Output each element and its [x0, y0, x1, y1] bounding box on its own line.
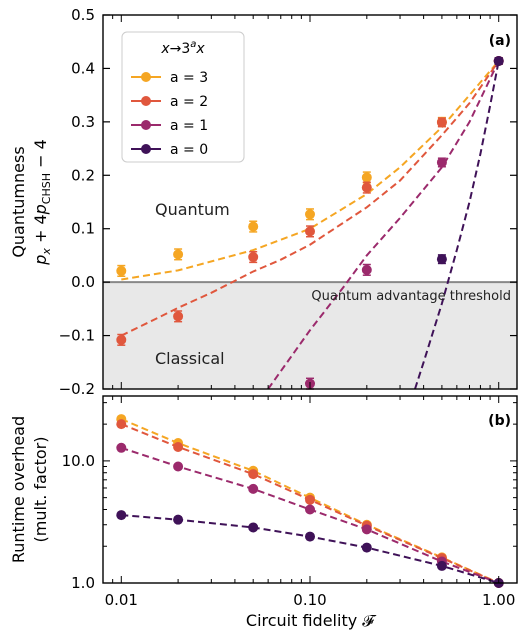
- legend-label-a3: a = 3: [170, 70, 208, 86]
- data-point-b-a1: [248, 483, 259, 494]
- x-tick-label: 0.10: [293, 591, 326, 609]
- legend-box: [121, 31, 245, 163]
- panel-a-frame: [102, 14, 518, 390]
- panel-b-frame: [102, 395, 518, 584]
- data-point-b-a1: [361, 524, 372, 535]
- data-point-a1: [361, 264, 372, 275]
- data-point-b-a1: [305, 504, 315, 515]
- data-point-b-a0: [361, 542, 372, 553]
- x-tick-label: 1.00: [482, 591, 515, 609]
- data-point-a3: [173, 249, 184, 260]
- data-point-a0: [493, 55, 504, 66]
- y-tick-label-a: 0.2: [71, 166, 95, 184]
- panel-a-ylabel-line1: Quantumness: [9, 146, 28, 257]
- x-axis-label: Circuit fidelity 𝓕: [246, 611, 377, 630]
- data-point-a1: [436, 157, 447, 168]
- panel-a-ylabel: Quantumness px + 4pCHSH − 4: [9, 139, 53, 266]
- y-tick-label-b: 10.0: [62, 452, 95, 470]
- panel-a-ylabel-line2: px + 4pCHSH − 4: [31, 139, 53, 266]
- data-point-a3: [116, 265, 127, 276]
- data-point-a2: [173, 311, 184, 322]
- y-tick-label-a: −0.1: [59, 327, 95, 345]
- panel-b: 10.0 1.0 0.01 0.10 1.00 (b) Runtime overhead…: [9, 395, 518, 630]
- legend-entries: a = 3 a = 2 a = 1 a = 0: [131, 70, 208, 158]
- legend-marker-a1: [141, 120, 151, 130]
- y-tick-label-b: 1.0: [71, 574, 95, 592]
- data-point-a3: [361, 172, 372, 183]
- fit-line-a0: [414, 60, 500, 390]
- y-tick-label-a: 0.5: [71, 6, 95, 24]
- legend: x→3ax a = 3 a = 2 a = 1 a = 0: [121, 31, 245, 163]
- data-point-b-a2: [116, 419, 127, 430]
- data-point-a2: [305, 226, 315, 237]
- legend-label-a0: a = 0: [170, 142, 208, 158]
- data-point-b-a2: [248, 469, 259, 480]
- fit-line-a2: [120, 60, 500, 337]
- y-tick-label-a: 0.1: [71, 220, 95, 238]
- panel-b-marks: [116, 414, 504, 588]
- data-point-b-a0: [248, 522, 259, 533]
- data-point-a0: [436, 254, 447, 265]
- data-point-a3: [248, 221, 259, 232]
- data-point-b-a0: [173, 514, 184, 525]
- y-tick-label-a: 0.4: [71, 59, 95, 77]
- panel-b-ylabel-line2: (mult. factor): [31, 437, 50, 543]
- quantum-region-label: Quantum: [155, 200, 230, 219]
- legend-marker-a3: [141, 72, 151, 82]
- data-point-a2: [361, 182, 372, 193]
- data-point-b-a0: [436, 560, 447, 571]
- fit-line-a3: [121, 60, 500, 281]
- panel-b-ticks: 10.0 1.0 0.01 0.10 1.00: [62, 396, 517, 609]
- classical-region: [103, 282, 517, 389]
- panel-b-ylabel-line1: Runtime overhead: [9, 416, 28, 563]
- data-point-a3: [305, 209, 315, 220]
- legend-label-a1: a = 1: [170, 118, 208, 134]
- legend-label-a2: a = 2: [170, 94, 208, 110]
- y-tick-label-a: −0.2: [59, 380, 95, 398]
- data-point-b-a2: [173, 441, 184, 452]
- data-point-b-a2: [305, 494, 315, 505]
- panel-a-marks: [116, 55, 504, 390]
- data-point-a2: [116, 334, 127, 345]
- legend-title: x→3ax: [160, 39, 205, 57]
- y-tick-label-a: 0.0: [71, 273, 95, 291]
- legend-marker-a2: [141, 96, 151, 106]
- legend-marker-a0: [141, 144, 151, 154]
- classical-region-label: Classical: [155, 349, 225, 368]
- x-tick-label: 0.01: [105, 591, 138, 609]
- fit-line-a1: [267, 60, 500, 390]
- data-point-b-a0: [305, 531, 315, 542]
- panel-b-tag: (b): [488, 413, 511, 429]
- data-point-a2: [248, 252, 259, 263]
- panel-a-tag: (a): [489, 33, 511, 49]
- fit-line-b-a0: [121, 514, 499, 584]
- threshold-label: Quantum advantage threshold: [311, 289, 511, 304]
- y-tick-label-a: 0.3: [71, 113, 95, 131]
- data-point-a2: [436, 117, 447, 128]
- data-point-b-a0: [116, 510, 127, 521]
- data-point-b-a1: [173, 461, 184, 472]
- data-point-b-a1: [116, 442, 127, 453]
- panel-b-ylabel: Runtime overhead (mult. factor): [9, 416, 50, 563]
- panel-a: 0.5 0.4 0.3 0.2 0.1 0.0 −0.1 −0.2 (a) Quantum C…: [9, 6, 518, 398]
